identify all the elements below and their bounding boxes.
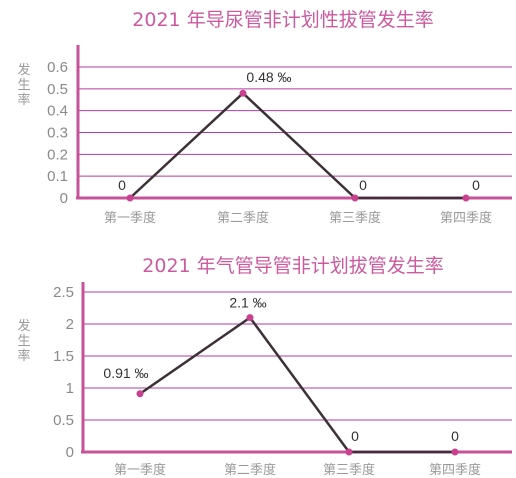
chart-1-ytick-label: 0.2 (47, 146, 68, 163)
chart-1-series-line (128, 91, 468, 200)
chart-2-ylabel-char-1: 发 (17, 318, 30, 334)
chart-1-ytick-label: 0.1 (47, 168, 68, 185)
chart-1-data-label: 0 (472, 177, 480, 193)
chart-1-ytick-label: 0.4 (47, 103, 68, 120)
chart-1-xtick-label: 第一季度 (104, 210, 156, 226)
chart-2-data-label: 0.91 ‰ (103, 365, 148, 381)
chart-2-data-label: 2.1 ‰ (229, 295, 266, 311)
chart-1-data-label: 0 (359, 177, 367, 193)
chart-1-xtick-label: 第三季度 (329, 210, 381, 226)
chart-2-ytick-label: 2 (66, 316, 74, 333)
chart-2-data-point (246, 314, 254, 322)
chart-1-ytick-label: 0.6 (47, 59, 68, 76)
chart-1-xtick-label: 第四季度 (440, 210, 492, 226)
chart-2-ylabel-char-3: 率 (17, 348, 30, 364)
chart-1-data-label: 0.48 ‰ (246, 69, 291, 85)
chart-1: 2021 年导尿管非计划性拔管发生率 发 生 率 0 0.1 0.2 0.3 0.4 0.… (17, 9, 512, 226)
chart-2-data-point (451, 448, 459, 456)
chart-2-data-label: 0 (451, 428, 459, 444)
chart-1-data-point (126, 194, 134, 202)
chart-2-ytick-label: 2.5 (53, 284, 74, 301)
chart-2: 2021 年气管导管非计划拔管发生率 发 生 率 0 0.5 1 1.5 2 2.5 第一… (17, 255, 512, 478)
chart-1-ylabel-char-1: 发 (17, 62, 30, 78)
chart-2-ytick-label: 0.5 (53, 412, 74, 429)
chart-1-ytick-label: 0.3 (47, 125, 68, 142)
chart-1-ytick-label: 0 (60, 190, 68, 207)
chart-2-xtick-label: 第三季度 (323, 462, 375, 478)
chart-2-ytick-label: 1 (66, 380, 74, 397)
chart-1-data-point (351, 194, 359, 202)
chart-2-xtick-label: 第四季度 (429, 462, 481, 478)
chart-2-ytick-label: 1.5 (53, 348, 74, 365)
chart-1-title: 2021 年导尿管非计划性拔管发生率 (132, 9, 433, 31)
chart-2-title: 2021 年气管导管非计划拔管发生率 (142, 255, 443, 277)
chart-2-ylabel-char-2: 生 (17, 334, 30, 349)
chart-2-xtick-label: 第一季度 (114, 462, 166, 478)
chart-2-series-line (138, 316, 457, 454)
chart-2-data-point (136, 390, 144, 398)
chart-1-ytick-label: 0.5 (47, 81, 68, 98)
chart-2-data-label: 0 (351, 428, 359, 444)
chart-1-xtick-label: 第二季度 (217, 210, 269, 226)
chart-1-data-label: 0 (118, 177, 126, 193)
chart-1-ylabel-char-3: 率 (17, 92, 30, 108)
chart-1-data-point (239, 89, 247, 97)
chart-2-ytick-label: 0 (66, 444, 74, 461)
chart-1-data-point (462, 194, 470, 202)
chart-2-xtick-label: 第二季度 (224, 462, 276, 478)
chart-2-data-point (345, 448, 353, 456)
chart-1-ylabel-char-2: 生 (17, 78, 30, 93)
